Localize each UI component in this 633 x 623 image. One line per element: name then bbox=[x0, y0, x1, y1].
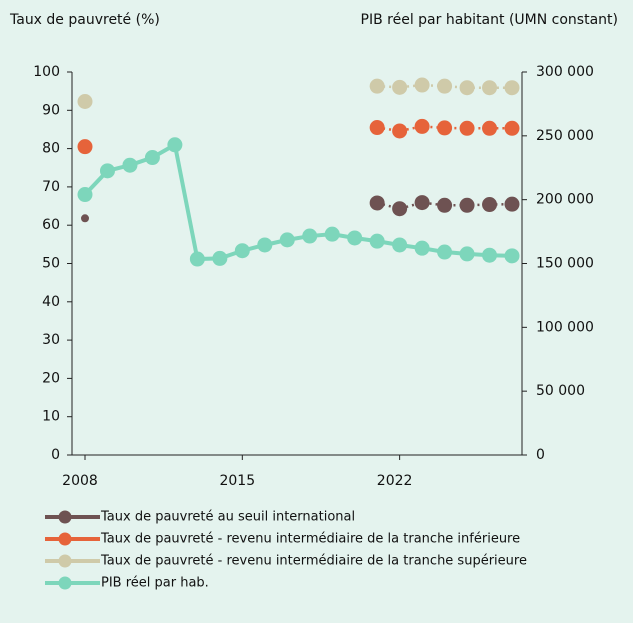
y-tick-label: 80 bbox=[42, 141, 60, 157]
y2-tick-label: 200 000 bbox=[536, 192, 594, 208]
y2-axis-title: PIB réel par habitant (UMN constant) bbox=[361, 12, 618, 28]
point bbox=[81, 214, 89, 223]
point bbox=[302, 228, 318, 244]
y-tick-label: 50 bbox=[42, 256, 60, 272]
y-tick-label: 30 bbox=[42, 332, 60, 348]
point bbox=[369, 233, 385, 249]
point bbox=[504, 120, 520, 136]
y-tick-label: 0 bbox=[51, 447, 60, 463]
legend-marker bbox=[58, 510, 72, 524]
point bbox=[369, 195, 385, 211]
y-tick-label: 60 bbox=[42, 217, 60, 233]
point bbox=[437, 78, 453, 94]
y-tick-label: 20 bbox=[42, 370, 60, 386]
y-tick-label: 90 bbox=[42, 102, 60, 118]
legend-label: Taux de pauvreté - revenu intermédiaire … bbox=[100, 554, 527, 569]
legend-label: Taux de pauvreté - revenu intermédiaire … bbox=[100, 532, 520, 547]
point bbox=[459, 197, 475, 213]
point bbox=[392, 123, 408, 139]
y-tick-label: 10 bbox=[42, 409, 60, 425]
legend-marker bbox=[58, 532, 72, 546]
point bbox=[77, 139, 93, 155]
legend: Taux de pauvreté au seuil international T… bbox=[45, 510, 527, 591]
y-tick-label: 40 bbox=[42, 294, 60, 310]
point bbox=[504, 248, 520, 264]
point bbox=[437, 197, 453, 213]
y2-tick-label: 150 000 bbox=[536, 256, 594, 272]
point bbox=[122, 157, 138, 173]
y-tick-label: 100 bbox=[33, 64, 60, 80]
legend-label: Taux de pauvreté au seuil international bbox=[100, 510, 355, 525]
point bbox=[414, 118, 430, 134]
point bbox=[482, 197, 498, 213]
point bbox=[324, 226, 340, 242]
y2-tick-label: 300 000 bbox=[536, 64, 594, 80]
point bbox=[369, 120, 385, 136]
point bbox=[347, 230, 363, 246]
y2-tick-label: 100 000 bbox=[536, 319, 594, 335]
point bbox=[77, 187, 93, 203]
point bbox=[459, 120, 475, 136]
point bbox=[504, 80, 520, 96]
point bbox=[144, 150, 160, 166]
point bbox=[99, 163, 115, 179]
point bbox=[212, 250, 228, 266]
legend-label: PIB réel par hab. bbox=[101, 576, 209, 591]
point bbox=[414, 240, 430, 256]
x-tick-label: 2022 bbox=[377, 473, 413, 489]
point bbox=[279, 232, 295, 248]
y2-tick-label: 250 000 bbox=[536, 128, 594, 144]
point bbox=[504, 196, 520, 212]
y-axis-title: Taux de pauvreté (%) bbox=[9, 12, 160, 28]
point bbox=[234, 243, 250, 259]
point bbox=[459, 80, 475, 96]
point bbox=[437, 244, 453, 260]
x-tick-label: 2015 bbox=[219, 473, 255, 489]
y2-tick-label: 0 bbox=[536, 447, 545, 463]
y2-tick-label: 50 000 bbox=[536, 383, 585, 399]
point bbox=[414, 77, 430, 93]
y-tick-label: 70 bbox=[42, 179, 60, 195]
point bbox=[392, 201, 408, 217]
point bbox=[482, 247, 498, 263]
point bbox=[77, 93, 93, 109]
legend-marker bbox=[58, 554, 72, 568]
point bbox=[167, 137, 183, 153]
point bbox=[459, 246, 475, 262]
point bbox=[257, 237, 273, 253]
point bbox=[482, 80, 498, 96]
point bbox=[437, 120, 453, 136]
x-tick-label: 2008 bbox=[62, 473, 98, 489]
point bbox=[414, 195, 430, 211]
point bbox=[392, 79, 408, 95]
point bbox=[392, 237, 408, 253]
point bbox=[482, 120, 498, 136]
point bbox=[189, 251, 205, 267]
point bbox=[369, 78, 385, 94]
legend-marker bbox=[58, 576, 72, 590]
